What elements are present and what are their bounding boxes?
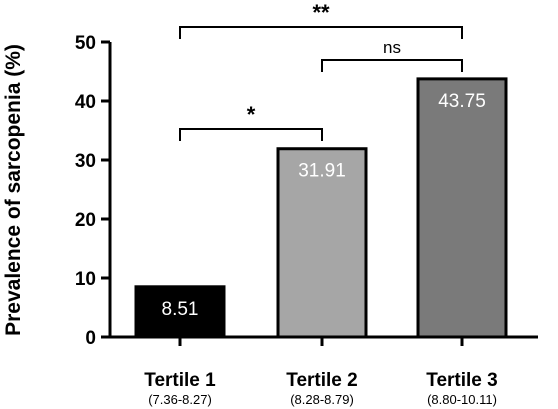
significance-bracket — [321, 59, 463, 72]
bars: 8.51 31.91 43.75 — [134, 77, 508, 339]
x-category-range: (8.28-8.79) — [290, 392, 354, 407]
x-labels: Tertile 1(7.36-8.27) Tertile 2(8.28-8.79)… — [144, 337, 498, 407]
significance-brackets: ** ns * — [179, 0, 463, 141]
bar-value-label: 8.51 — [162, 299, 199, 320]
y-tick-label: 40 — [75, 92, 96, 113]
y-tick-label: 10 — [75, 269, 96, 290]
bar-value-label: 31.91 — [298, 161, 346, 182]
x-category-label: Tertile 2 — [286, 370, 357, 391]
x-category-range: (7.36-8.27) — [148, 392, 212, 407]
x-category-label: Tertile 1 — [144, 370, 216, 391]
y-tick-label: 30 — [75, 151, 96, 172]
x-category-range: (8.80-10.11) — [427, 392, 497, 407]
y-tick-label: 0 — [85, 328, 96, 349]
significance-label: * — [247, 102, 256, 127]
y-tick-label: 50 — [75, 33, 96, 54]
y-axis-label: Prevalence of sarcopenia (%) — [2, 44, 25, 336]
bar — [416, 77, 508, 339]
significance-bracket — [179, 128, 323, 141]
bar — [134, 285, 226, 339]
x-category-label: Tertile 3 — [426, 370, 497, 391]
y-ticks: 0 10 20 30 40 50 — [75, 33, 110, 349]
significance-label: ns — [383, 38, 401, 57]
y-tick-label: 20 — [75, 210, 96, 231]
significance-label: ** — [312, 0, 330, 25]
bar-value-label: 43.75 — [438, 91, 486, 112]
significance-bracket — [179, 26, 463, 39]
